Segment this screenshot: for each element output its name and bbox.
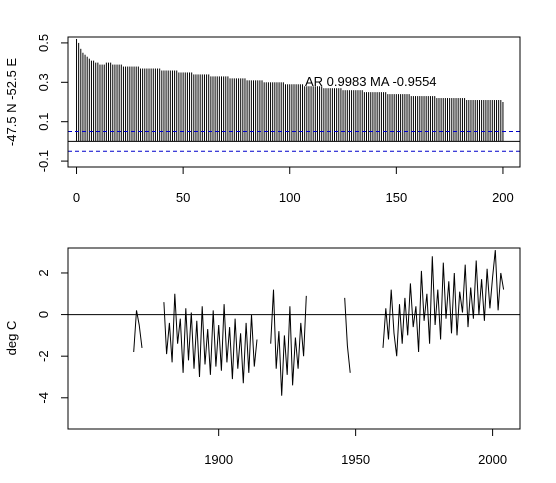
- temperature-y-axis: -4 -2 0 2: [36, 269, 69, 404]
- acf-bars: [76, 38, 504, 142]
- temperature-x-tick-label: 2000: [478, 452, 507, 467]
- temperature-series-segment: [163, 293, 258, 384]
- temperature-panel: 1900 1950 2000 -4 -2 0 2 deg C: [4, 247, 521, 467]
- temperature-y-tick-label: 0: [36, 311, 51, 318]
- temperature-plot-frame: [67, 247, 521, 430]
- acf-x-tick-label: 50: [176, 190, 190, 205]
- acf-x-tick-label: 200: [492, 190, 514, 205]
- acf-confidence-lines: [68, 131, 520, 152]
- acf-y-tick-label: 0.1: [36, 113, 51, 131]
- acf-y-axis-label: -47.5 N -52.5 E: [4, 58, 19, 146]
- acf-annotation: AR 0.9983 MA -0.9554: [305, 74, 437, 89]
- acf-y-tick-label: -0.1: [36, 150, 51, 172]
- acf-y-tick-label: 0.5: [36, 34, 51, 52]
- temperature-series-segment: [270, 289, 307, 396]
- temperature-series-segment: [133, 310, 143, 353]
- acf-y-tick-label: 0.3: [36, 73, 51, 91]
- temperature-x-tick-label: 1900: [204, 452, 233, 467]
- temperature-y-axis-label: deg C: [4, 321, 19, 356]
- acf-x-tick-label: 150: [385, 190, 407, 205]
- acf-x-axis: 0 50 100 150 200: [73, 166, 514, 205]
- temperature-series-segment: [344, 297, 351, 373]
- acf-y-axis: -0.1 0.1 0.3 0.5: [36, 34, 69, 172]
- temperature-series: [133, 250, 505, 396]
- temperature-y-tick-label: 2: [36, 269, 51, 276]
- temperature-y-tick-label: -2: [36, 350, 51, 362]
- temperature-series-segment: [382, 250, 505, 357]
- temperature-y-tick-label: -4: [36, 392, 51, 404]
- acf-panel: 0 50 100 150 200 -0.1 0.1 0.3 0.5 -47.5 N -52.5…: [4, 34, 521, 205]
- acf-x-tick-label: 100: [279, 190, 301, 205]
- temperature-x-tick-label: 1950: [341, 452, 370, 467]
- acf-x-tick-label: 0: [73, 190, 80, 205]
- temperature-x-axis: 1900 1950 2000: [204, 428, 507, 467]
